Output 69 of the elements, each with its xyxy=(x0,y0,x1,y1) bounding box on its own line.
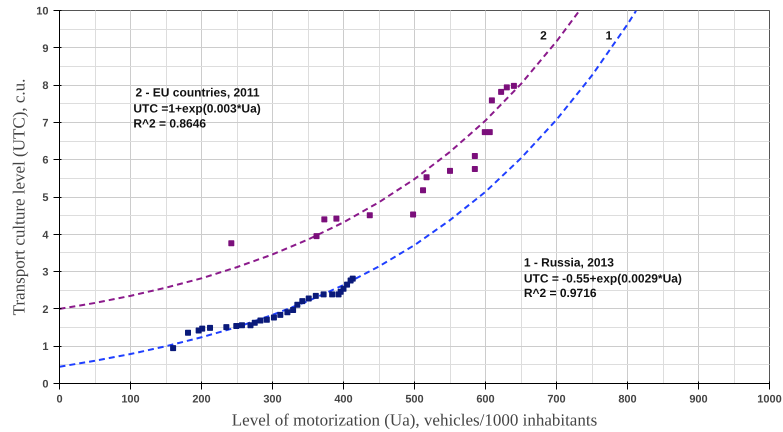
x-tick-label: 400 xyxy=(334,394,353,406)
annotation: UTC = -0.55+exp(0.0029*Ua) xyxy=(524,271,682,286)
point xyxy=(238,322,245,328)
point xyxy=(329,291,336,298)
x-tick-label: 700 xyxy=(547,394,566,406)
x-tick-label: 600 xyxy=(476,394,495,406)
annotation: R^2 = 0.9716 xyxy=(524,286,597,300)
point xyxy=(199,326,206,332)
point xyxy=(321,216,328,222)
y-tick-label: 6 xyxy=(42,154,49,167)
y-tick-label: 7 xyxy=(42,117,49,130)
point xyxy=(185,330,192,336)
x-tick-label: 300 xyxy=(263,394,282,406)
point xyxy=(366,212,373,218)
y-tick-label: 1 xyxy=(42,341,49,354)
point xyxy=(472,152,478,159)
point xyxy=(340,286,346,292)
point xyxy=(306,295,312,302)
x-tick-label: 0 xyxy=(56,394,63,406)
point xyxy=(252,320,258,326)
y-tick-label: 2 xyxy=(42,304,49,316)
point xyxy=(170,345,176,352)
y-tick-label: 10 xyxy=(36,6,49,18)
point xyxy=(410,212,416,218)
point xyxy=(420,187,426,194)
point xyxy=(284,309,290,316)
x-tick-label: 800 xyxy=(618,394,637,406)
y-tick-label: 8 xyxy=(42,80,49,92)
point xyxy=(207,324,214,331)
x-tick-label: 900 xyxy=(689,394,708,406)
x-tick-label: 100 xyxy=(121,394,140,406)
annotation: 2 - EU countries, 2011 xyxy=(135,86,260,100)
point xyxy=(228,240,234,246)
y-axis-title: Transport culture level (UTC), c.u. xyxy=(9,78,28,316)
point xyxy=(223,324,230,330)
x-tick-label: 1000 xyxy=(757,394,782,406)
annotation: UTC =1+exp(0.003*Ua) xyxy=(133,102,261,116)
annotation: R^2 = 0.8646 xyxy=(133,116,206,131)
x-tick-label: 200 xyxy=(192,394,211,406)
point xyxy=(498,88,504,95)
point xyxy=(486,129,493,136)
x-axis-title: Level of motorization (Ua), vehicles/1000 inhabitants xyxy=(232,410,598,430)
point xyxy=(320,291,327,298)
y-tick-label: 0 xyxy=(42,378,49,390)
point xyxy=(270,314,277,320)
point xyxy=(510,82,517,89)
annotation: 1 xyxy=(605,28,612,43)
point xyxy=(264,316,270,323)
point xyxy=(233,323,240,330)
point xyxy=(277,312,284,318)
annotation: 2 xyxy=(540,28,548,43)
point xyxy=(424,174,430,180)
point xyxy=(488,97,495,104)
point xyxy=(333,216,340,222)
point xyxy=(299,298,306,304)
point xyxy=(472,166,478,172)
point xyxy=(290,307,296,314)
x-tick-label: 500 xyxy=(405,394,424,406)
point xyxy=(257,317,264,324)
y-tick-label: 9 xyxy=(42,42,49,55)
annotation: 1 - Russia, 2013 xyxy=(524,256,614,270)
point xyxy=(504,84,510,90)
y-tick-label: 3 xyxy=(42,266,49,279)
point xyxy=(294,302,300,308)
point xyxy=(312,292,319,299)
point xyxy=(447,168,453,174)
y-tick-label: 4 xyxy=(42,229,50,242)
y-tick-label: 5 xyxy=(42,192,49,204)
point xyxy=(314,233,320,240)
